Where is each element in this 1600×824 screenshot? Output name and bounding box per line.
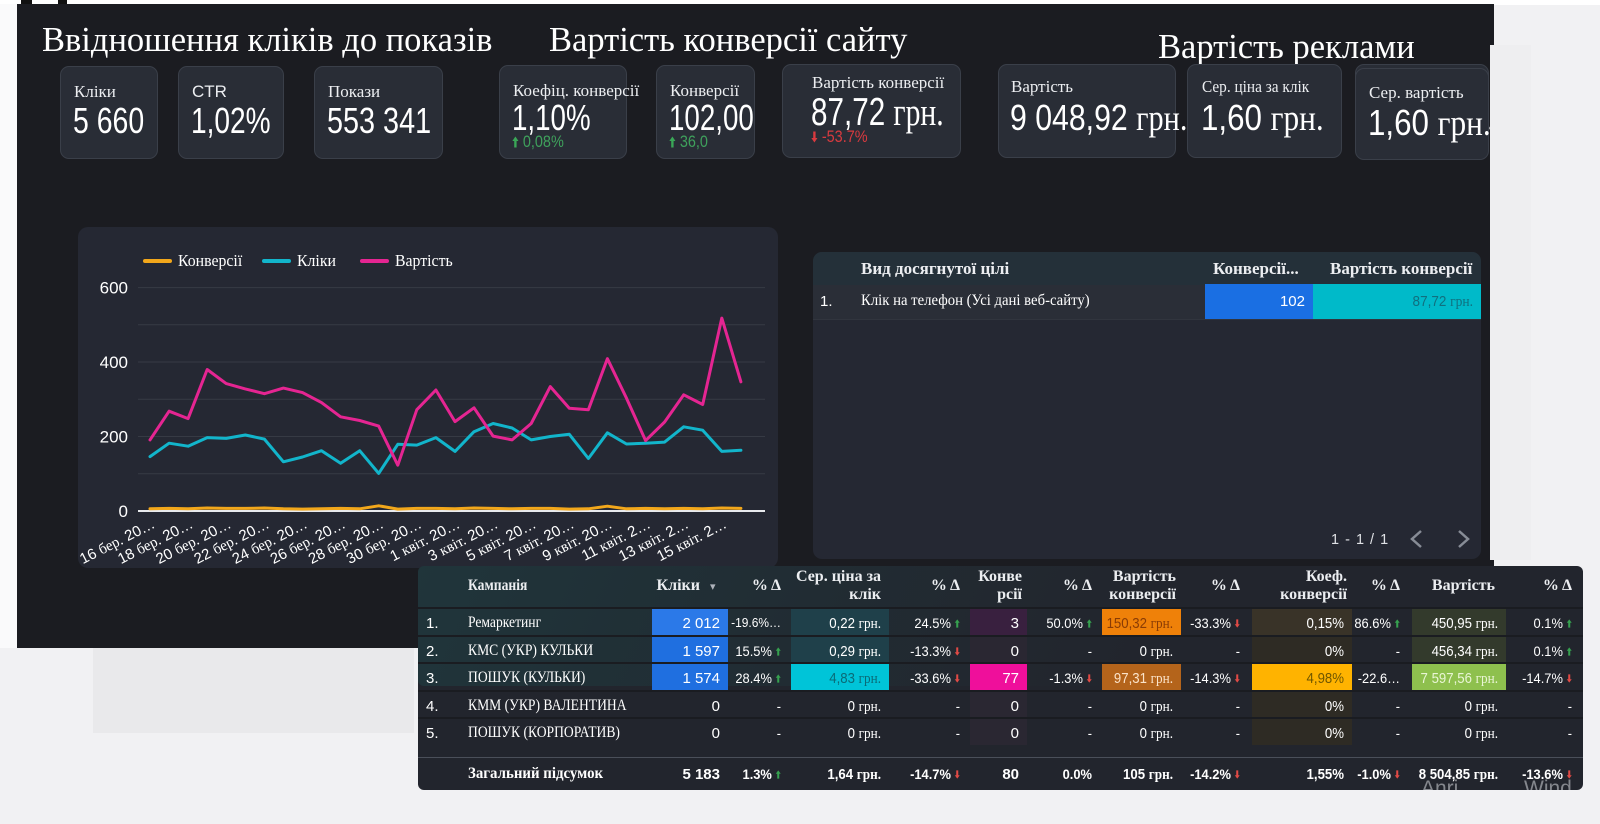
svg-text:0: 0 xyxy=(119,502,128,521)
svg-text:200: 200 xyxy=(100,428,128,447)
svg-text:400: 400 xyxy=(100,353,128,372)
svg-text:600: 600 xyxy=(100,279,128,298)
